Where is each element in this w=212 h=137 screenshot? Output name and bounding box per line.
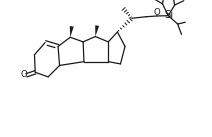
Text: O: O [20,70,27,79]
Text: Si: Si [164,10,173,20]
Text: O: O [153,8,160,17]
Polygon shape [70,26,74,37]
Polygon shape [95,25,99,37]
